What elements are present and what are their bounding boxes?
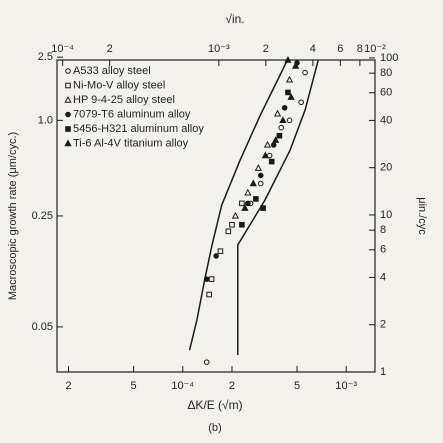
- x-tick-label: 5: [131, 380, 137, 392]
- marker-triangle: [263, 140, 272, 148]
- legend-label: HP 9-4-25 alloy steel: [73, 94, 175, 106]
- y-tick-label: 2.5: [38, 51, 53, 63]
- marker-circle: [65, 111, 71, 118]
- marker-triangle: [279, 116, 287, 124]
- marker-square: [225, 228, 232, 235]
- x2-tick-label: 6: [337, 43, 343, 55]
- marker-square: [65, 126, 71, 132]
- marker-triangle: [241, 204, 249, 211]
- x2-tick-label: 4: [310, 43, 316, 55]
- marker-triangle: [244, 188, 252, 196]
- y2-tick-label: 20: [380, 162, 392, 174]
- y-axis-title: Macroscopic growth rate (μm/cyc.): [7, 132, 19, 300]
- marker-circle: [281, 104, 288, 111]
- marker-circle: [203, 359, 210, 365]
- x-tick-label: 5: [294, 380, 300, 392]
- y-tick-label: 0.25: [32, 210, 53, 222]
- marker-square: [217, 248, 224, 254]
- marker-circle: [298, 99, 304, 106]
- x2-tick-label: 10⁻⁴: [51, 43, 74, 55]
- marker-triangle: [273, 109, 282, 117]
- marker-triangle: [64, 139, 72, 147]
- marker-triangle: [284, 55, 292, 63]
- y2-tick-label: 60: [380, 87, 392, 99]
- y2-tick-label: 40: [380, 114, 392, 126]
- y2-tick-label: 100: [380, 52, 398, 64]
- band-curve: [188, 60, 288, 351]
- marker-circle: [257, 180, 264, 187]
- marker-triangle: [272, 136, 280, 143]
- marker-circle: [257, 172, 264, 179]
- marker-square: [268, 158, 275, 165]
- band-curve: [237, 60, 319, 355]
- y2-tick-label: 2: [380, 319, 386, 331]
- marker-circle: [203, 276, 210, 282]
- marker-square: [239, 200, 245, 207]
- y2-tick-label: 80: [380, 67, 392, 79]
- marker-square: [208, 276, 215, 282]
- marker-square: [65, 82, 71, 89]
- x-tick-label: 2: [229, 380, 235, 392]
- legend-label: Ni-Mo-V alloy steel: [73, 79, 165, 91]
- legend-label: 5456-H321 aluminum alloy: [73, 123, 204, 135]
- marker-triangle: [64, 95, 72, 103]
- marker-circle: [278, 124, 284, 131]
- marker-triangle: [249, 179, 257, 187]
- marker-circle: [213, 253, 219, 259]
- marker-circle: [302, 69, 308, 76]
- marker-circle: [65, 68, 71, 74]
- legend-label: A533 alloy steel: [73, 65, 151, 77]
- y2-tick-label: 8: [380, 224, 386, 236]
- y2-tick-label: 4: [380, 271, 386, 283]
- x2-tick-label: 10⁻²: [364, 43, 386, 55]
- marker-triangle: [254, 164, 262, 171]
- marker-square: [229, 221, 235, 228]
- x2-tick-label: 8: [357, 43, 363, 55]
- marker-square: [260, 205, 266, 211]
- marker-triangle: [287, 93, 295, 100]
- y2-axis-title: μin./cyc: [416, 197, 428, 235]
- plot-frame: [56, 59, 376, 373]
- y2-tick-label: 6: [380, 244, 386, 256]
- marker-circle: [286, 117, 293, 124]
- marker-square: [206, 291, 212, 298]
- x2-tick-label: 10⁻³: [208, 43, 230, 55]
- x-tick-label: 10⁻³: [335, 380, 357, 392]
- marker-triangle: [231, 211, 240, 219]
- y-tick-label: 1.0: [38, 114, 53, 126]
- marker-square: [239, 221, 245, 228]
- x2-axis-title: √in.: [225, 12, 244, 26]
- marker-triangle: [291, 61, 300, 69]
- marker-circle: [245, 200, 251, 207]
- legend-label: Ti-6 Al-4V titanium alloy: [73, 137, 189, 149]
- marker-square: [253, 196, 259, 202]
- x2-tick-label: 2: [107, 43, 113, 55]
- y-tick-label: 0.05: [32, 321, 53, 333]
- x-axis-title: ΔK/E (√m): [187, 398, 242, 412]
- marker-triangle: [285, 75, 294, 83]
- legend-label: 7079-T6 aluminum alloy: [73, 108, 191, 120]
- caption: (b): [208, 422, 221, 434]
- marker-circle: [270, 142, 277, 148]
- marker-square: [285, 89, 291, 96]
- y2-tick-label: 10: [380, 209, 392, 221]
- marker-square: [276, 132, 283, 139]
- y2-tick-label: 1: [380, 366, 386, 378]
- marker-triangle: [261, 151, 269, 159]
- x-tick-label: 10⁻⁴: [171, 380, 194, 392]
- x2-tick-label: 2: [263, 43, 269, 55]
- x-tick-label: 2: [65, 380, 71, 392]
